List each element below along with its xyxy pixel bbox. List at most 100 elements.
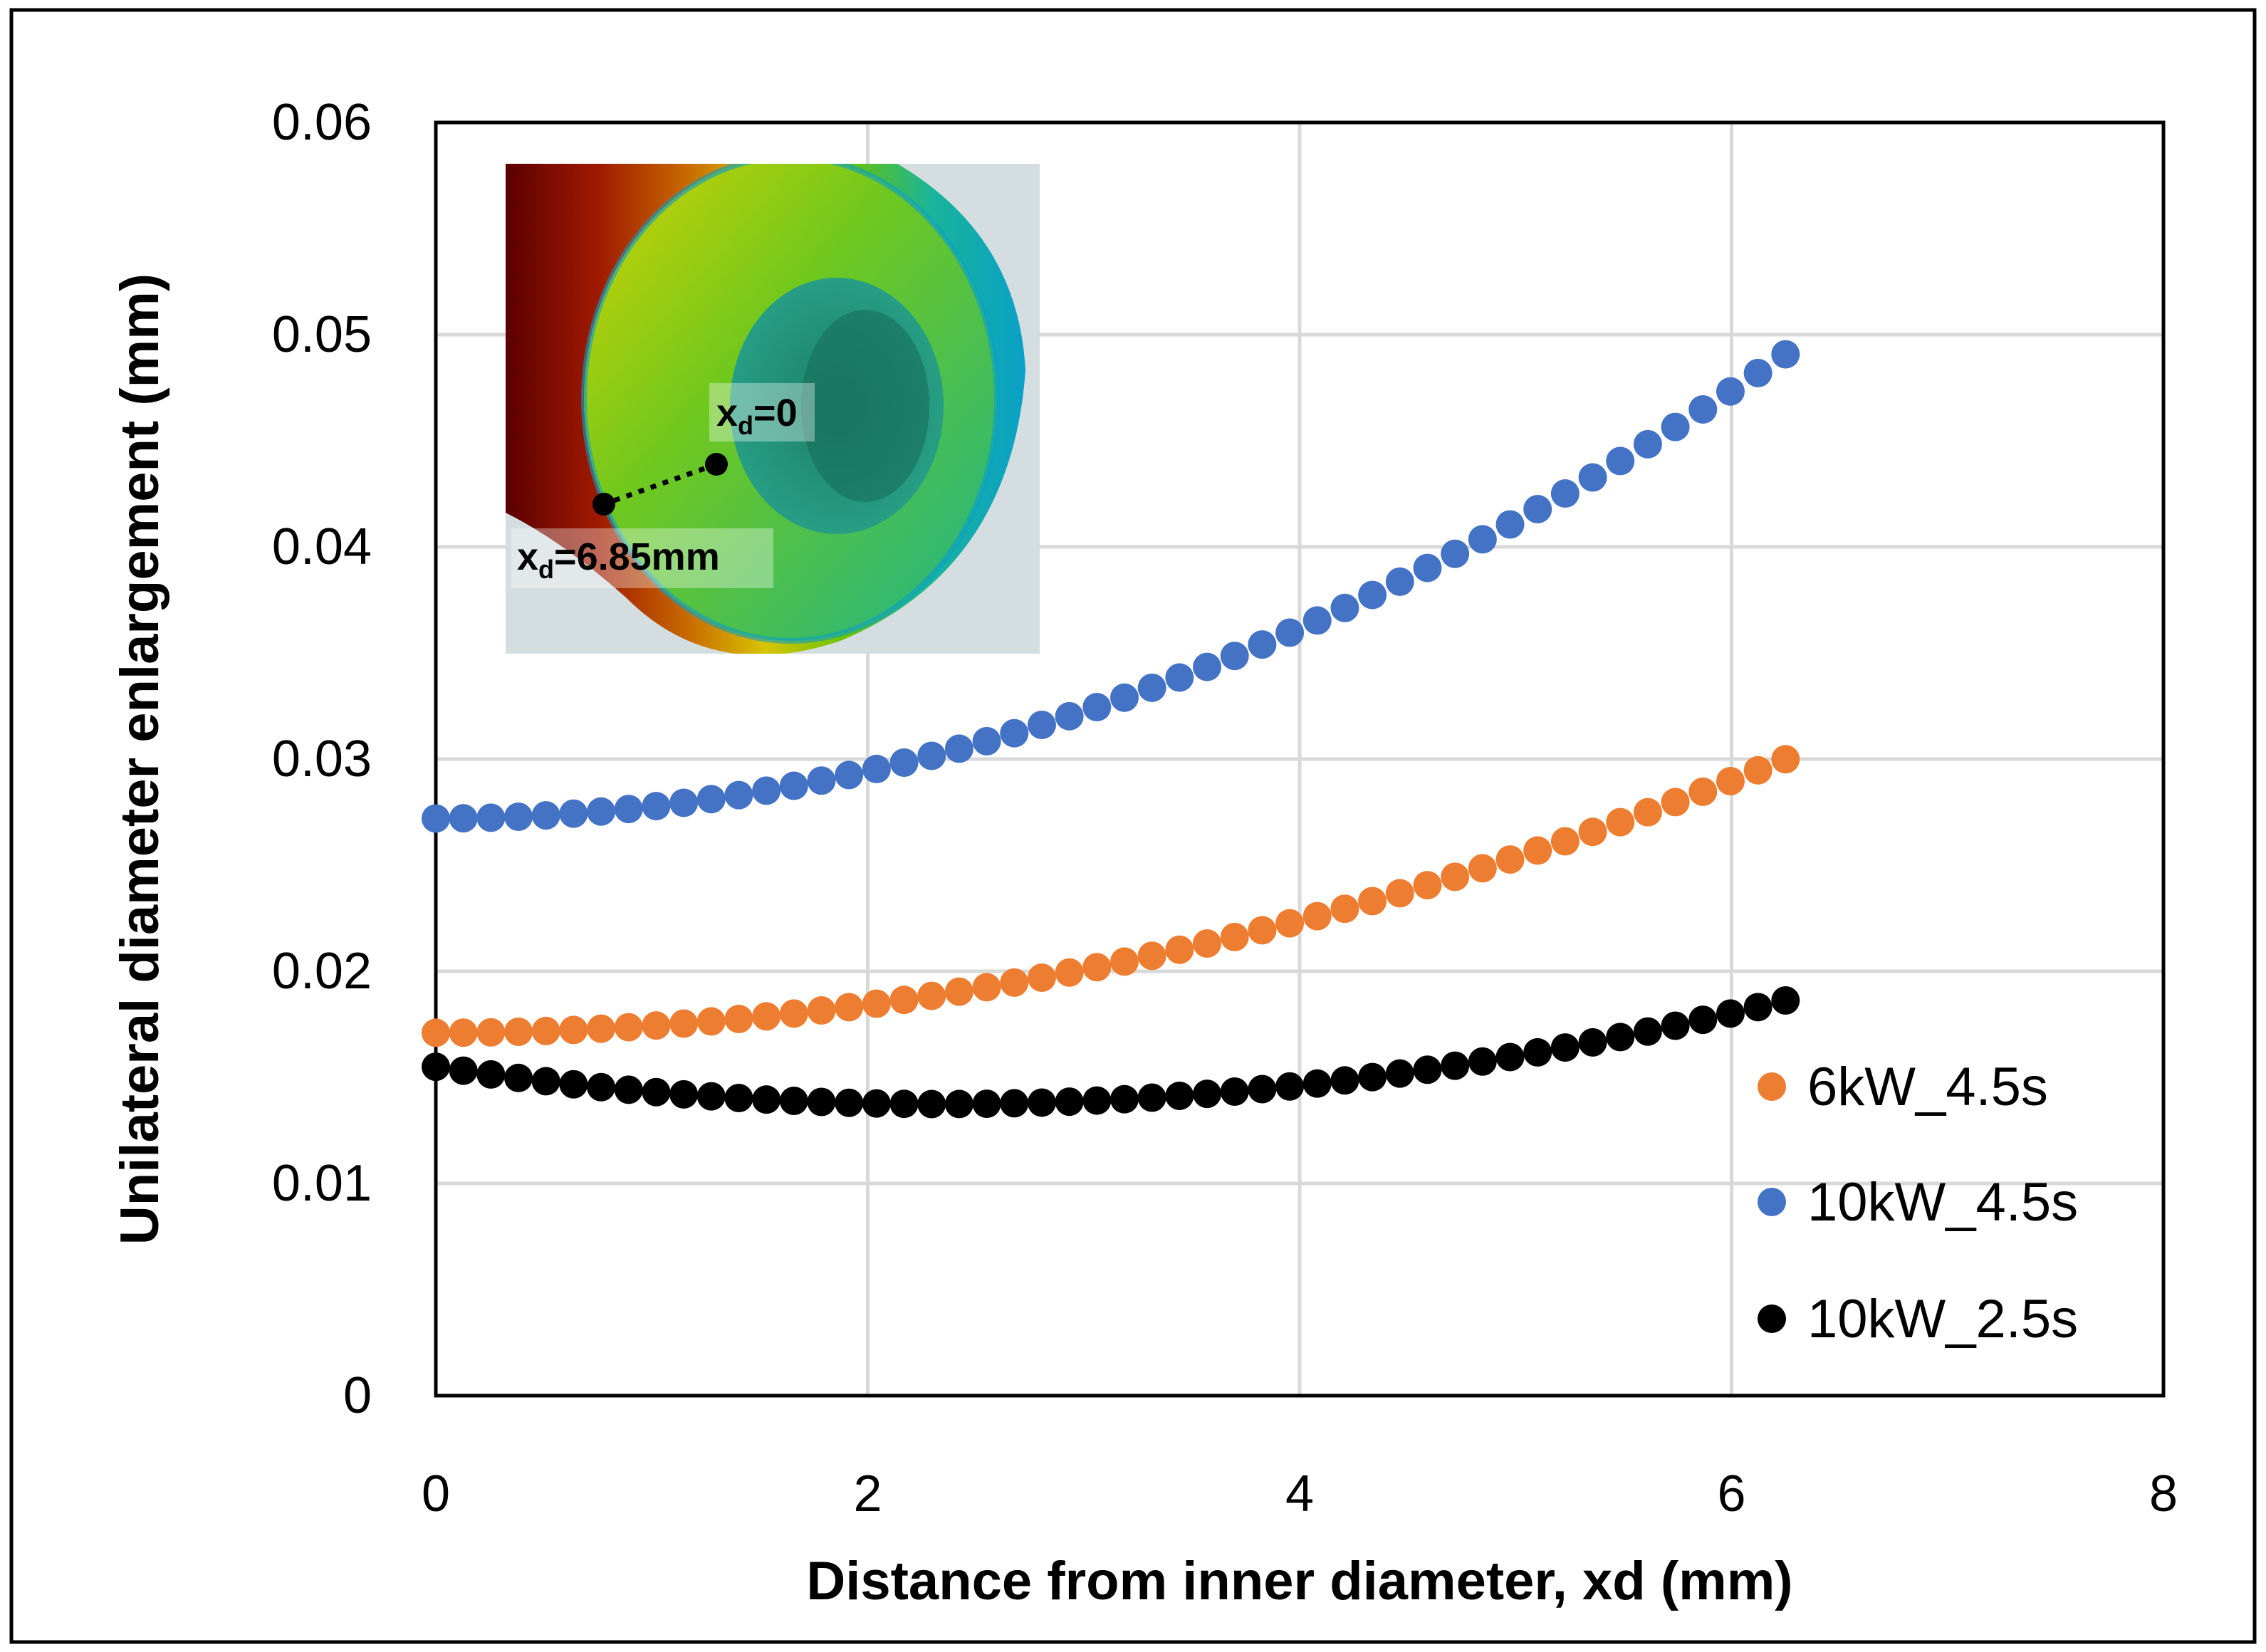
legend-marker <box>1758 1305 1786 1333</box>
data-point <box>972 973 1001 1002</box>
data-point <box>449 804 478 833</box>
data-point <box>1550 479 1580 508</box>
data-point <box>1688 1005 1718 1035</box>
y-axis-title: Unilateral diameter enlargement (mm) <box>110 273 170 1245</box>
data-point <box>1248 630 1277 659</box>
data-point <box>642 792 671 821</box>
data-point <box>1165 663 1194 692</box>
data-point <box>1606 446 1635 476</box>
data-point <box>889 1089 919 1119</box>
data-point <box>559 1070 588 1099</box>
data-point <box>1082 693 1112 722</box>
data-point <box>1771 340 1800 369</box>
data-point <box>1330 1066 1359 1095</box>
data-point <box>614 795 643 824</box>
data-point <box>1716 766 1745 795</box>
data-point <box>862 754 891 783</box>
data-point <box>1633 429 1662 459</box>
data-point <box>1302 1069 1332 1098</box>
data-point <box>724 780 753 810</box>
data-point <box>1248 1075 1277 1104</box>
legend-marker <box>1758 1072 1786 1101</box>
data-point <box>1743 993 1772 1022</box>
data-point <box>944 1089 973 1119</box>
data-point <box>1661 788 1690 817</box>
data-point <box>1413 553 1442 582</box>
inset-label-outer: xd=6.85mm <box>517 535 720 584</box>
data-point <box>1000 1089 1029 1118</box>
data-point <box>752 1085 781 1114</box>
data-point <box>835 760 864 790</box>
data-point <box>1302 606 1332 635</box>
data-point <box>1027 711 1056 740</box>
data-point <box>1275 618 1305 647</box>
data-point <box>889 748 919 777</box>
series-6kW_4.5s <box>422 745 1800 1047</box>
data-point <box>504 1063 533 1092</box>
data-point <box>1109 947 1139 976</box>
data-point <box>779 999 808 1028</box>
data-point <box>531 1016 560 1045</box>
data-point <box>1578 463 1607 492</box>
data-point <box>917 981 946 1010</box>
data-point <box>1220 642 1249 671</box>
y-tick-label: 0.04 <box>272 518 372 575</box>
data-point <box>1633 1017 1662 1046</box>
x-tick-label: 8 <box>2149 1465 2178 1522</box>
inset-label-inner: xd=0 <box>716 392 798 440</box>
data-point <box>1358 887 1387 916</box>
series-10kW_4.5s <box>422 340 1800 833</box>
y-tick-label: 0.05 <box>272 306 372 363</box>
data-point <box>1523 1037 1552 1067</box>
data-point <box>1743 358 1772 387</box>
data-point <box>1495 1042 1525 1072</box>
data-point <box>476 1018 506 1047</box>
data-point <box>835 1088 864 1117</box>
data-point <box>1082 1086 1112 1115</box>
data-point <box>614 1075 643 1104</box>
legend: 6kW_4.5s 10kW_4.5s 10kW_2.5s <box>1758 1057 2078 1349</box>
data-point <box>1441 862 1470 892</box>
data-point <box>504 1017 533 1046</box>
data-point <box>1441 539 1470 568</box>
x-tick-label: 4 <box>1285 1465 1314 1522</box>
data-point <box>449 1056 478 1085</box>
data-point <box>1413 1055 1442 1084</box>
data-point <box>669 1009 699 1038</box>
legend-marker <box>1758 1188 1786 1216</box>
data-point <box>476 1060 506 1089</box>
data-point <box>642 1077 671 1107</box>
legend-label: 6kW_4.5s <box>1807 1057 2048 1117</box>
data-point <box>587 1072 616 1102</box>
data-point <box>422 1052 450 1082</box>
data-point <box>779 771 808 800</box>
data-point <box>862 989 891 1018</box>
data-point <box>1661 1011 1690 1040</box>
data-point <box>944 734 973 763</box>
data-point <box>752 1002 781 1031</box>
data-point <box>1688 394 1718 424</box>
data-point <box>422 1018 450 1047</box>
data-point <box>1578 817 1607 847</box>
data-point <box>504 802 533 831</box>
data-point <box>972 726 1001 756</box>
data-point <box>779 1087 808 1116</box>
data-point <box>917 741 946 770</box>
data-point <box>1495 510 1525 539</box>
data-point <box>835 993 864 1022</box>
data-point <box>1165 935 1194 964</box>
data-point <box>449 1018 478 1047</box>
data-point <box>1495 845 1525 874</box>
data-point <box>1248 916 1277 945</box>
data-point <box>1661 412 1690 441</box>
x-axis-title: Distance from inner diameter, xd (mm) <box>806 1551 1792 1611</box>
data-point <box>1109 683 1139 712</box>
data-point <box>1385 879 1414 908</box>
data-point <box>669 788 699 817</box>
data-point <box>1688 777 1718 806</box>
data-point <box>1055 958 1084 987</box>
data-point <box>1137 673 1166 702</box>
data-point <box>1385 1059 1414 1088</box>
data-point <box>531 801 560 830</box>
